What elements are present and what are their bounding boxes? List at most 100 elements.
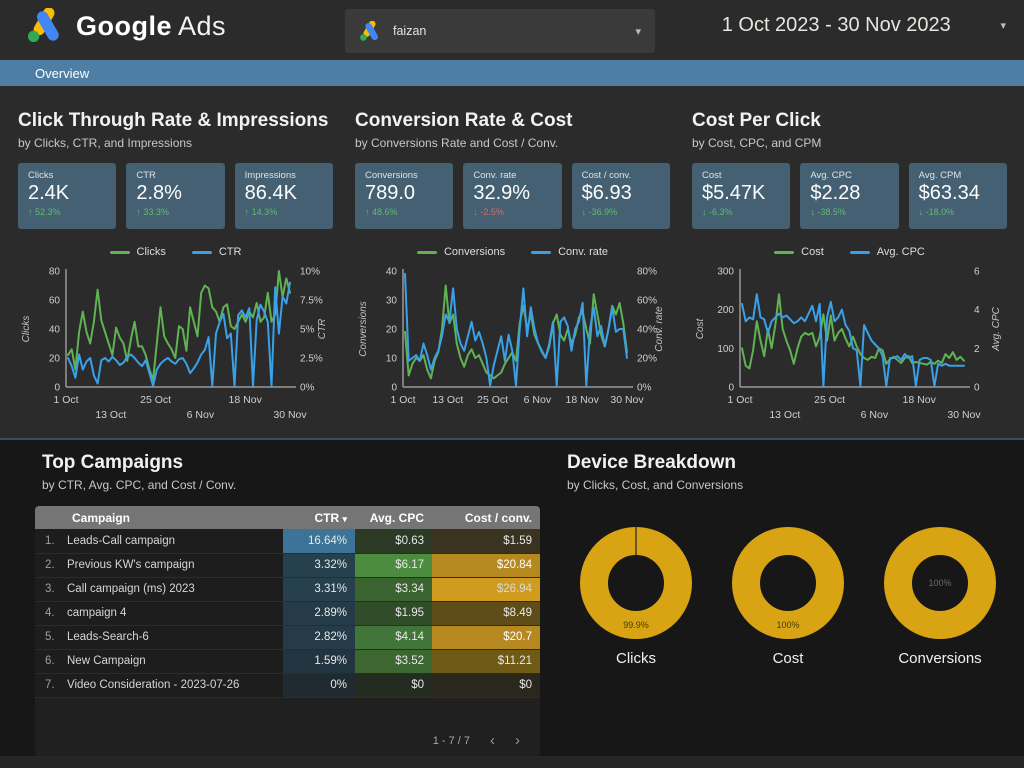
logo-text: Google Ads — [76, 11, 226, 42]
ctr-cell: 1.59% — [283, 649, 356, 674]
table-row[interactable]: 2. Previous KW's campaign 3.32% $6.17 $20.84 — [35, 553, 540, 578]
header-avg-cpc[interactable]: Avg. CPC — [355, 506, 433, 529]
line-chart-cost-cpc: 0 100 200 300 0 2 4 6 Cost Avg. CPC 1 Oct 13 Oct 25 … — [695, 267, 1002, 422]
table-pagination: 1 - 7 / 7 ‹ › — [433, 733, 520, 748]
svg-text:1 Oct: 1 Oct — [53, 394, 78, 406]
pagination-range: 1 - 7 / 7 — [432, 734, 470, 747]
table-row[interactable]: 4. campaign 4 2.89% $1.95 $8.49 — [35, 601, 540, 626]
donut-clicks: 99.9% Clicks — [560, 524, 712, 667]
google-ads-logo: Google Ads — [26, 8, 226, 44]
pagination-next-icon[interactable]: › — [515, 732, 520, 749]
scorecard-cost-per-conv: Cost / conv. $6.93 ↓ -36.9% — [571, 163, 670, 229]
svg-text:0: 0 — [728, 383, 734, 394]
header-ctr-label: CTR — [314, 510, 340, 525]
scorecard-delta: ↓ -36.9% — [582, 207, 660, 217]
svg-text:10%: 10% — [300, 267, 320, 278]
svg-text:6 Nov: 6 Nov — [861, 409, 889, 421]
avg-cpc-cell: $0 — [355, 673, 433, 698]
scorecard-ctr: CTR 2.8% ↑ 33.3% — [126, 163, 225, 229]
metrics-section: Click Through Rate & Impressions by Clic… — [0, 86, 1024, 438]
svg-text:18 Nov: 18 Nov — [229, 394, 263, 406]
legend-swatch — [416, 250, 437, 254]
table-row[interactable]: 5. Leads-Search-6 2.82% $4.14 $20.7 — [35, 625, 540, 650]
delta-value: -38.5% — [817, 207, 846, 217]
table-row[interactable]: 7. Video Consideration - 2023-07-26 0% $0 $0 — [35, 673, 540, 698]
scorecard-label: Conversions — [365, 170, 418, 181]
section-subtitle: by Clicks, CTR, and Impressions — [18, 136, 193, 150]
donut-conversions: 100% Conversions — [864, 524, 1016, 667]
header-campaign[interactable]: Campaign — [35, 506, 284, 529]
scorecard-delta: ↑ 33.3% — [136, 207, 214, 217]
scorecard-delta: ↓ -6.3% — [702, 207, 780, 217]
scorecard-delta: ↑ 52.3% — [28, 207, 106, 217]
table-row[interactable]: 6. New Campaign 1.59% $3.52 $11.21 — [35, 649, 540, 674]
legend-label: Clicks — [136, 246, 166, 258]
scorecard-label: CTR — [136, 170, 156, 181]
legend-item: Conv. rate — [531, 246, 608, 258]
scorecard-delta: ↓ -38.5% — [810, 207, 888, 217]
cost-per-conv-cell: $11.21 — [432, 649, 540, 674]
scorecard-conversions: Conversions 789.0 ↑ 48.6% — [355, 163, 454, 229]
svg-text:100: 100 — [717, 344, 734, 355]
row-index: 5. — [35, 625, 65, 650]
avg-cpc-cell: $1.95 — [355, 601, 433, 626]
cost-per-conv-cell: $20.84 — [432, 553, 540, 578]
chart-legend: Conversions Conv. rate — [355, 245, 670, 259]
header-ctr[interactable]: CTR ▾ — [283, 506, 356, 529]
ctr-cell: 16.64% — [283, 529, 356, 554]
tab-overview[interactable]: Overview — [35, 65, 90, 81]
account-selector[interactable]: faizan ▾ — [345, 9, 655, 53]
scorecard-delta: ↑ 48.6% — [365, 207, 443, 217]
svg-text:0%: 0% — [300, 383, 315, 394]
svg-text:99.9%: 99.9% — [623, 620, 649, 630]
section-title: Cost Per Click — [692, 110, 821, 131]
scorecard-label: Avg. CPM — [918, 170, 962, 181]
scorecard-cost: Cost $5.47K ↓ -6.3% — [692, 163, 791, 229]
legend-swatch — [774, 250, 795, 254]
svg-text:2.5%: 2.5% — [300, 354, 323, 365]
campaign-name: Leads-Search-6 — [65, 625, 284, 650]
scorecards: Cost $5.47K ↓ -6.3% Avg. CPC $2.28 ↓ -38… — [692, 163, 1007, 229]
row-index: 3. — [35, 577, 65, 602]
scorecard-clicks: Clicks 2.4K ↑ 52.3% — [18, 163, 117, 229]
campaigns-table: Campaign CTR ▾ Avg. CPC Cost / conv. 1. L… — [35, 506, 540, 698]
campaign-name: New Campaign — [65, 649, 284, 674]
table-row[interactable]: 1. Leads-Call campaign 16.64% $0.63 $1.59 — [35, 529, 540, 554]
svg-text:1 Oct: 1 Oct — [390, 394, 415, 406]
svg-text:40: 40 — [386, 267, 398, 278]
delta-value: 48.6% — [372, 207, 398, 217]
cost-per-conv-cell: $20.7 — [432, 625, 540, 650]
table-row[interactable]: 3. Call campaign (ms) 2023 3.31% $3.34 $26.9… — [35, 577, 540, 602]
top-campaigns-panel: Top Campaigns by CTR, Avg. CPC, and Cost… — [35, 452, 540, 756]
svg-text:18 Nov: 18 Nov — [903, 394, 937, 406]
date-range-picker[interactable]: 1 Oct 2023 - 30 Nov 2023 ▾ — [672, 14, 1012, 37]
svg-text:80%: 80% — [637, 267, 657, 278]
row-index: 4. — [35, 601, 65, 626]
svg-text:13 Oct: 13 Oct — [95, 409, 126, 421]
pagination-prev-icon[interactable]: ‹ — [490, 732, 495, 749]
legend-item: Cost — [774, 246, 824, 258]
row-index: 7. — [35, 673, 65, 698]
campaign-name: Previous KW's campaign — [65, 553, 284, 578]
svg-text:7.5%: 7.5% — [300, 296, 323, 307]
scorecard-label: Cost — [702, 170, 722, 181]
trend-arrow-icon: ↓ — [918, 207, 924, 217]
scorecard-conv-rate: Conv. rate 32.9% ↓ -2.5% — [463, 163, 562, 229]
header-cost-conv[interactable]: Cost / conv. — [432, 506, 540, 529]
trend-arrow-icon: ↑ — [28, 207, 33, 217]
legend-swatch — [849, 250, 870, 254]
chart-conversions-rate: Conversions Conv. rate 0 10 20 30 40 0% 20% 40%… — [355, 245, 670, 429]
scorecard-value: 32.9% — [473, 182, 531, 204]
app-header: Google Ads faizan ▾ 1 Oct 2023 - 30 Nov 2… — [0, 0, 1024, 60]
scorecards: Conversions 789.0 ↑ 48.6% Conv. rate 32.… — [355, 163, 670, 229]
svg-text:18 Nov: 18 Nov — [566, 394, 600, 406]
donut-chart-clicks: 99.9% — [580, 527, 692, 639]
scorecard-value: 2.4K — [28, 182, 70, 204]
cost-per-conv-cell: $8.49 — [432, 601, 540, 626]
svg-text:6 Nov: 6 Nov — [187, 409, 215, 421]
chart-legend: Cost Avg. CPC — [692, 245, 1007, 259]
campaign-name: campaign 4 — [65, 601, 284, 626]
scorecard-delta: ↓ -18.0% — [919, 207, 997, 217]
ctr-cell: 2.89% — [283, 601, 356, 626]
avg-cpc-cell: $0.63 — [355, 529, 433, 554]
